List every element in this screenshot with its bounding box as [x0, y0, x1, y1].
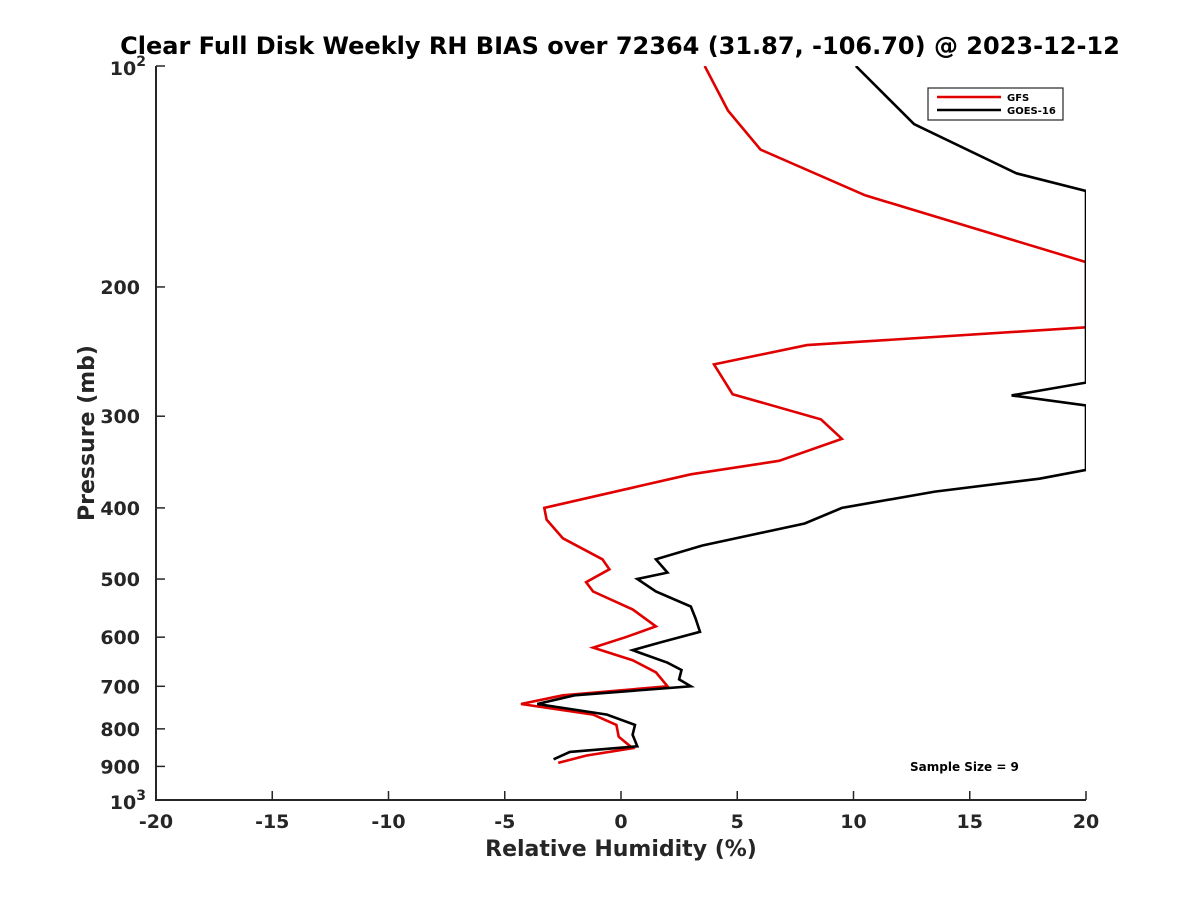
x-tick-label: -20 [139, 811, 173, 833]
y-tick-label-power: 103 [110, 788, 146, 814]
y-tick-label-power: 102 [110, 54, 146, 80]
y-tick-exponent: 2 [136, 54, 146, 70]
y-tick-exponent: 3 [136, 788, 146, 804]
x-tick-label: 10 [840, 811, 866, 833]
y-tick-label: 400 [100, 498, 140, 520]
x-tick-label: -10 [371, 811, 405, 833]
y-tick-label: 700 [100, 676, 140, 698]
y-tick-base: 10 [110, 792, 136, 814]
y-tick-label: 500 [100, 569, 140, 591]
x-tick-label: 20 [1073, 811, 1099, 833]
x-tick-label: 15 [957, 811, 983, 833]
series-lines [520, 66, 1086, 765]
y-axis-label: Pressure (mb) [75, 345, 100, 521]
x-tick-label: 5 [731, 811, 744, 833]
sample-size-annotation: Sample Size = 9 [910, 760, 1019, 774]
legend[interactable]: GFS GOES-16 [927, 87, 1064, 121]
x-ticks: -20 -15 -10 -5 0 5 10 15 20 [139, 791, 1099, 833]
series-line-gfs [520, 66, 1086, 765]
legend-label-gfs: GFS [1007, 93, 1029, 104]
x-axis-label: Relative Humidity (%) [485, 837, 757, 862]
y-tick-base: 10 [110, 58, 136, 80]
legend-label-goes16: GOES-16 [1007, 106, 1056, 117]
x-tick-label: -5 [494, 811, 515, 833]
y-tick-label: 200 [100, 277, 140, 299]
y-tick-label: 800 [100, 719, 140, 741]
series-line-goes16 [537, 66, 1086, 761]
x-tick-label: -15 [255, 811, 289, 833]
y-tick-label: 300 [100, 406, 140, 428]
y-tick-label: 600 [100, 627, 140, 649]
x-tick-label: 0 [614, 811, 627, 833]
chart-title: Clear Full Disk Weekly RH BIAS over 7236… [120, 32, 1120, 60]
y-tick-label: 900 [100, 756, 140, 778]
legend-box [927, 87, 1064, 121]
